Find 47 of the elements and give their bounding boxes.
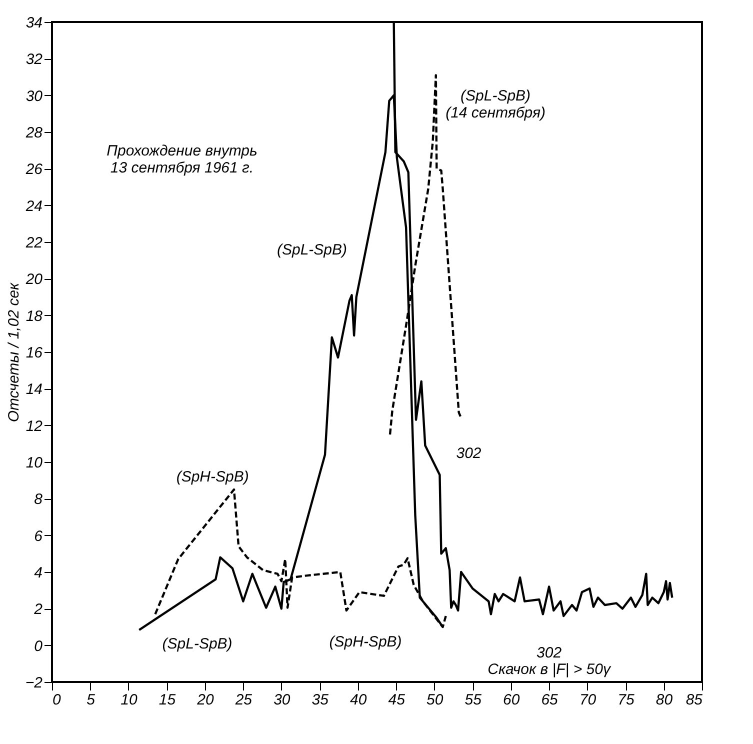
- x-tick-label: 80: [656, 692, 674, 708]
- x-tick-label: 35: [312, 692, 330, 708]
- annotation: Прохождение внутрь 13 сентября 1961 г.: [106, 142, 258, 176]
- x-tick-label: 85: [686, 692, 704, 708]
- y-tick-label: 34: [26, 14, 42, 32]
- annotation: 302: [456, 444, 482, 462]
- y-tick-label: 30: [26, 88, 44, 105]
- x-tick-label: 50: [426, 692, 444, 708]
- y-tick-label: 26: [24, 161, 44, 178]
- x-tick-label: 65: [541, 692, 559, 708]
- y-tick-label: 22: [24, 234, 44, 252]
- y-tick-label: 28: [24, 124, 44, 142]
- y-tick-label: 10: [26, 454, 44, 472]
- x-tick-label: 15: [158, 692, 176, 708]
- y-tick-label: −2: [25, 674, 44, 692]
- y-tick-label: 16: [26, 344, 44, 362]
- y-tick-label: 2: [33, 601, 44, 618]
- annotation: 302: [536, 644, 562, 662]
- x-tick-label: 40: [350, 692, 368, 708]
- x-tick-label: 10: [120, 692, 138, 708]
- y-tick-label: 8: [34, 491, 44, 508]
- x-tick-label: 45: [388, 692, 406, 708]
- annotation: (SpH-SpB): [329, 634, 402, 651]
- y-tick-label: 32: [26, 51, 44, 68]
- x-tick-label: 20: [196, 692, 214, 708]
- y-tick-label: 18: [26, 308, 44, 325]
- y-tick-label: 24: [24, 198, 42, 215]
- y-tick-label: 4: [34, 564, 42, 582]
- x-tick-label: 5: [86, 692, 96, 708]
- x-tick-label: 30: [274, 692, 291, 708]
- y-axis-title: Отсчеты / 1,02 сек: [5, 282, 22, 422]
- y-tick-label: 6: [34, 528, 44, 545]
- annotation: (SpH-SpB): [176, 468, 249, 486]
- x-tick-label: 55: [464, 692, 482, 708]
- annotation: (SpL-SpB) (14 сентября): [446, 87, 546, 122]
- x-tick-label: 60: [502, 692, 520, 708]
- annotation: (SpL-SpB): [162, 636, 232, 652]
- annotation: Скачок в |F| > 50γ: [488, 661, 612, 678]
- y-tick-label: 0: [34, 638, 44, 655]
- x-tick-label: 70: [579, 692, 597, 708]
- x-tick-label: 0: [52, 692, 62, 708]
- annotation: (SpL-SpB): [276, 241, 348, 258]
- y-tick-label: 14: [26, 381, 42, 398]
- y-tick-label: 12: [26, 418, 44, 435]
- x-tick-label: 75: [618, 692, 636, 708]
- y-tick-label: 20: [24, 271, 44, 288]
- x-tick-label: 25: [234, 692, 253, 708]
